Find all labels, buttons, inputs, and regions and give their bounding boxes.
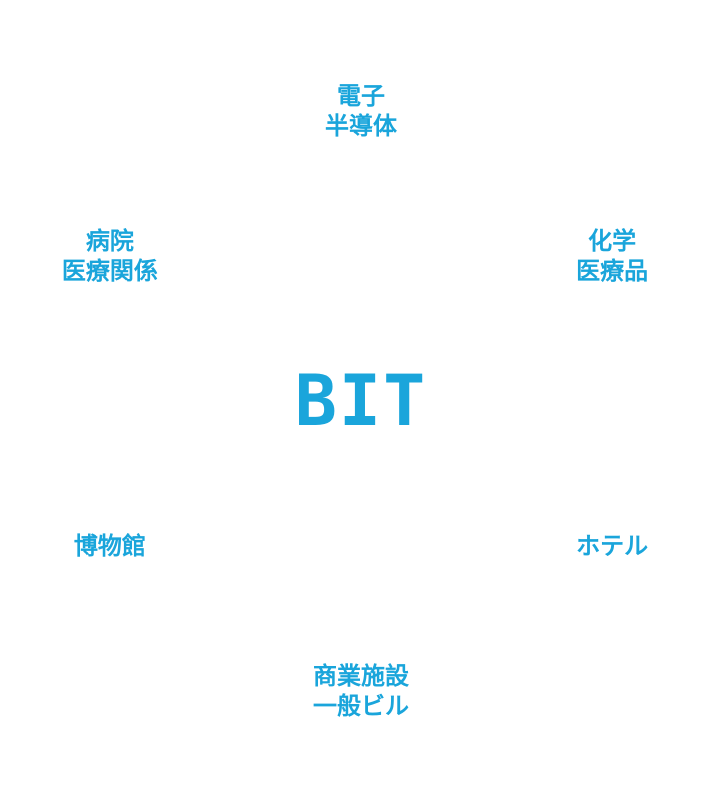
outer-node-museum: 博物館 — [26, 463, 194, 631]
center-label: BIT — [295, 358, 427, 446]
outer-node-electronics: 電子半導体 — [277, 28, 445, 196]
outer-node-label: 博物館 — [74, 532, 146, 562]
outer-node-label: 医療品 — [576, 257, 648, 287]
outer-node-label: 半導体 — [325, 112, 397, 142]
diagram-stage: BIT電子半導体化学医療品ホテル商業施設一般ビル博物館病院医療関係 — [0, 0, 723, 805]
outer-node-commercial: 商業施設一般ビル — [277, 608, 445, 776]
outer-node-label: 医療関係 — [62, 257, 158, 287]
center-node: BIT — [231, 272, 491, 532]
outer-node-hotel: ホテル — [528, 463, 696, 631]
outer-node-hospital: 病院医療関係 — [26, 173, 194, 341]
outer-node-label: 病院 — [86, 227, 134, 257]
outer-node-label: 化学 — [588, 227, 636, 257]
outer-node-label: ホテル — [576, 532, 648, 562]
outer-node-label: 商業施設 — [313, 662, 409, 692]
outer-node-label: 電子 — [337, 82, 385, 112]
outer-node-chemistry: 化学医療品 — [528, 173, 696, 341]
outer-node-label: 一般ビル — [313, 692, 409, 722]
